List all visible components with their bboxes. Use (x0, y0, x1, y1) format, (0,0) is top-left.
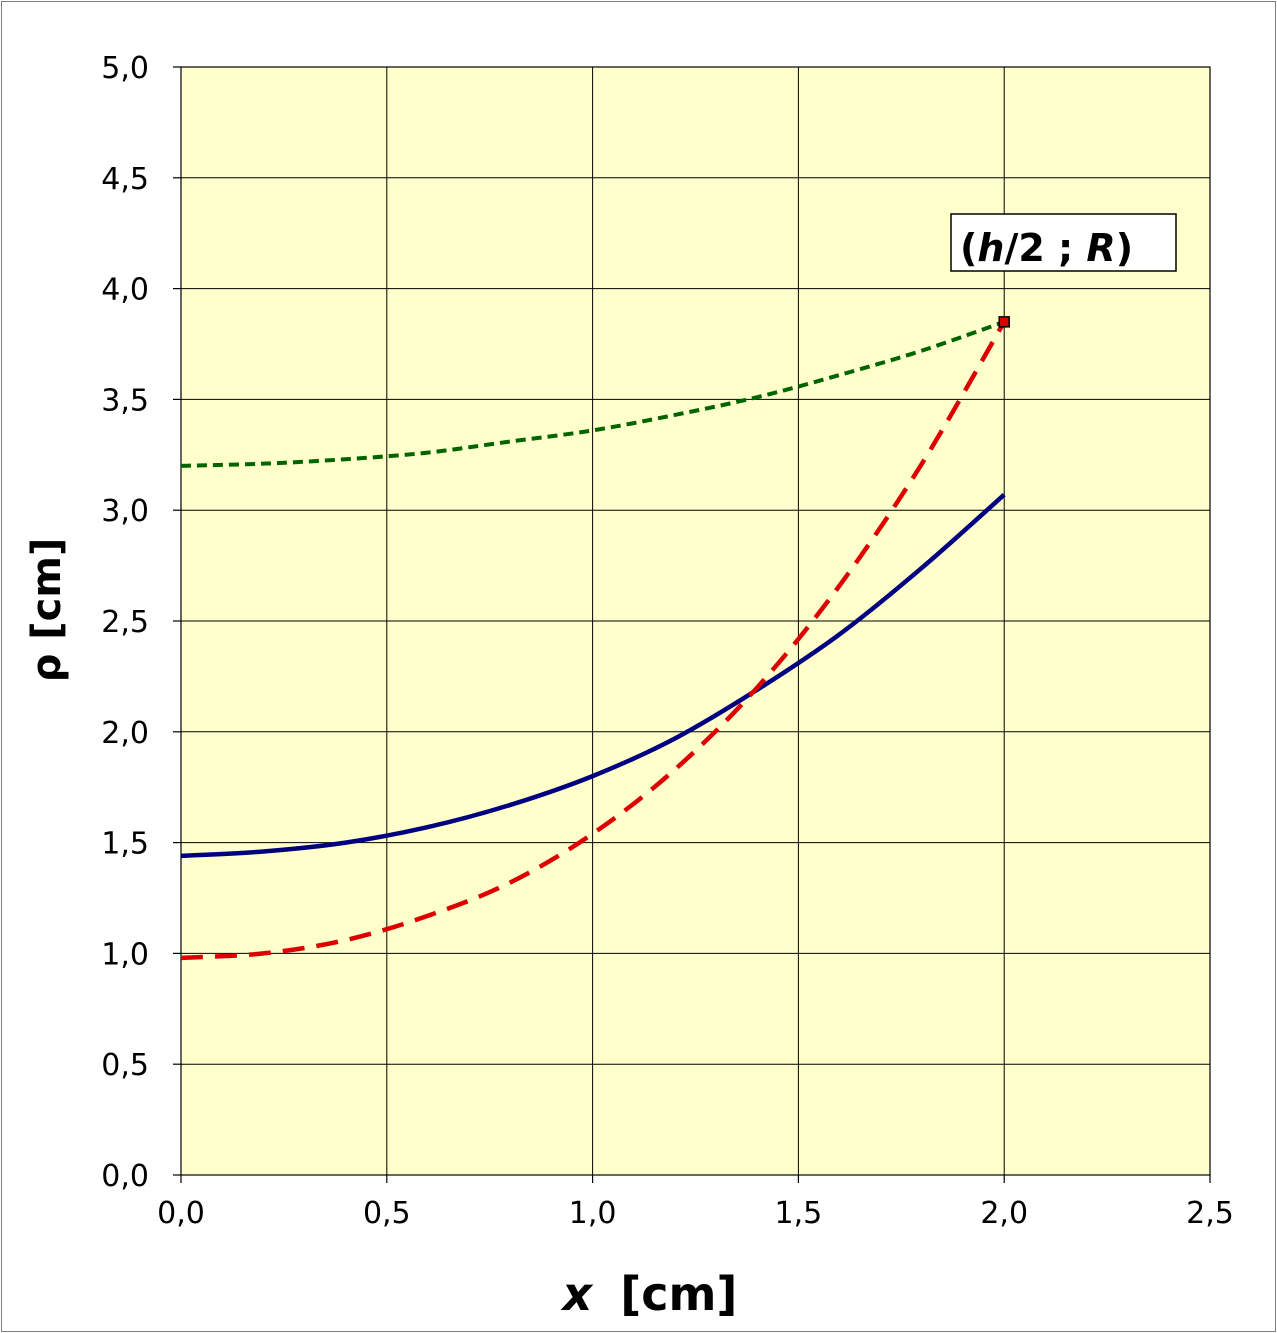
x-tick-label: 2,0 (980, 1196, 1028, 1231)
series-line-1 (180, 319, 1005, 468)
x-axis-title: x [cm] (561, 1267, 738, 1321)
y-tick-label: 0,0 (101, 1159, 149, 1194)
y-tick-label: 1,5 (101, 827, 149, 862)
series-line-2 (180, 493, 1006, 859)
annotation-marker (998, 316, 1010, 328)
annotation-box (950, 213, 1177, 272)
series-layer (180, 319, 1007, 961)
y-tick-label: 3,5 (101, 383, 149, 418)
y-tick-label: 5,0 (101, 51, 149, 86)
y-tick-label: 3,0 (101, 494, 149, 529)
y-axis-title: ρ [cm] (24, 538, 70, 683)
x-tick-label: 2,5 (1186, 1196, 1234, 1231)
y-tick-label: 2,0 (101, 716, 149, 751)
y-tick-label: 1,0 (101, 937, 149, 972)
y-tick-label: 0,5 (101, 1048, 149, 1083)
annotation-label: (h/2 ; R) (960, 226, 1133, 270)
series-line-3 (180, 320, 1007, 961)
x-tick-label: 0,5 (363, 1196, 411, 1231)
x-tick-label: 0,0 (157, 1196, 205, 1231)
x-tick-label: 1,5 (775, 1196, 823, 1231)
axes: 0,0 0,5 1,0 1,5 2,0 2,5 0,0 0,5 1,0 1,5 2,0 2,5 3,0 3… (101, 51, 1234, 1231)
y-tick-label: 2,5 (101, 605, 149, 640)
y-tick-label: 4,0 (101, 273, 149, 308)
x-tick-label: 1,0 (569, 1196, 617, 1231)
y-tick-label: 4,5 (101, 162, 149, 197)
annotation-layer: (h/2 ; R) (950, 213, 1177, 328)
